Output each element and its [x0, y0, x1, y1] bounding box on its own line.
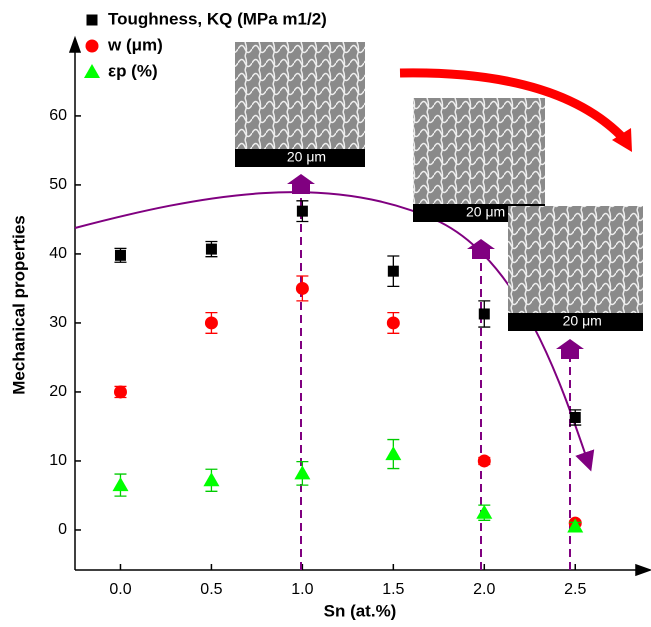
marker: [115, 250, 126, 261]
purple-arrow: [556, 339, 584, 359]
marker: [205, 316, 218, 329]
x-tick-label: 2.0: [473, 581, 495, 598]
marker: [570, 412, 581, 423]
x-tick-label: 0.5: [200, 581, 222, 598]
marker: [478, 454, 491, 467]
marker: [87, 15, 98, 26]
marker: [387, 316, 400, 329]
legend-label: εp (%): [108, 61, 158, 80]
y-axis-title: Mechanical properties: [9, 215, 28, 395]
sem-scale: 20 μm: [287, 149, 326, 165]
y-tick-label: 40: [49, 245, 67, 262]
y-tick-label: 50: [49, 176, 67, 193]
purple-arrow: [287, 174, 315, 194]
marker: [294, 465, 310, 479]
legend-label: w (μm): [107, 35, 163, 54]
legend-label: Toughness, KQ (MPa m1/2): [108, 9, 327, 28]
x-tick-label: 2.5: [564, 581, 586, 598]
marker: [388, 266, 399, 277]
marker: [297, 206, 308, 217]
x-tick-label: 1.5: [382, 581, 404, 598]
x-tick-label: 1.0: [291, 581, 313, 598]
marker: [385, 446, 401, 460]
marker: [84, 64, 100, 78]
sem-scale: 20 μm: [563, 313, 602, 329]
marker: [479, 308, 490, 319]
marker: [206, 244, 217, 255]
marker: [476, 505, 492, 519]
y-tick-label: 20: [49, 383, 67, 400]
marker: [203, 472, 219, 486]
marker: [114, 385, 127, 398]
y-tick-label: 10: [49, 452, 67, 469]
y-tick-label: 0: [58, 521, 67, 538]
x-axis-title: Sn (at.%): [324, 601, 397, 620]
y-tick-label: 60: [49, 107, 67, 124]
chart: 20 μm 20 μm 20 μm 0 10 20 30 40 50 60 0.0 0.5 1.0 1.…: [0, 0, 651, 627]
marker: [86, 40, 99, 53]
marker: [296, 282, 309, 295]
y-tick-label: 30: [49, 314, 67, 331]
sem-scale: 20 μm: [466, 204, 505, 220]
x-tick-label: 0.0: [109, 581, 131, 598]
marker: [112, 477, 128, 491]
